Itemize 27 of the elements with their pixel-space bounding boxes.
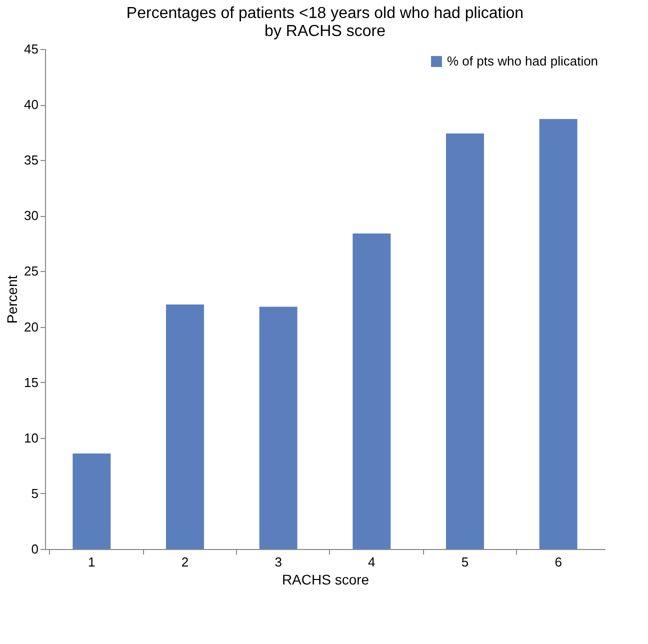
bar	[352, 233, 391, 549]
text: by RACHS score	[264, 23, 386, 40]
y-tick-label: 25	[24, 264, 38, 279]
y-axis-title: Percent	[4, 275, 20, 324]
y-tick-label: 10	[24, 430, 38, 446]
bar	[166, 304, 204, 549]
y-tick-label: 40	[24, 97, 38, 112]
x-axis-title: RACHS score	[282, 572, 370, 588]
y-tick-label: 20	[24, 319, 38, 334]
x-tick-label: 2	[181, 554, 189, 570]
x-tick-label: 3	[274, 554, 282, 570]
bar	[446, 133, 484, 549]
y-tick-label: 45	[24, 42, 38, 56]
x-tick-label: 1	[88, 554, 96, 570]
y-tick-label: 15	[24, 374, 38, 390]
x-tick-label: 4	[368, 554, 376, 570]
x-tick-label: 5	[461, 554, 469, 570]
legend-label: % of pts who had plication	[447, 54, 598, 68]
x-tick-label: 6	[554, 554, 562, 570]
y-tick-label: 30	[24, 208, 38, 224]
bar	[72, 453, 111, 549]
bar	[539, 119, 578, 549]
y-tick-label: 0	[31, 542, 38, 556]
y-tick-label: 5	[31, 486, 38, 501]
text: Percentages of patients <18 years old who had plication	[126, 5, 524, 22]
bar	[259, 306, 298, 549]
y-tick-label: 35	[24, 152, 38, 168]
